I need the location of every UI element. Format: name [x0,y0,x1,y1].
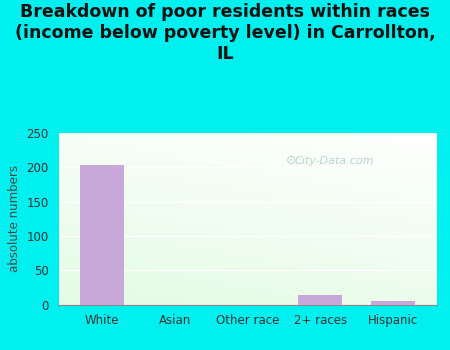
Y-axis label: absolute numbers: absolute numbers [8,165,21,272]
Bar [80,165,124,304]
Text: Breakdown of poor residents within races
(income below poverty level) in Carroll: Breakdown of poor residents within races… [15,4,435,63]
Bar [298,295,342,304]
Bar [371,301,415,304]
Text: City-Data.com: City-Data.com [295,156,374,166]
Text: ⊙: ⊙ [286,154,296,167]
